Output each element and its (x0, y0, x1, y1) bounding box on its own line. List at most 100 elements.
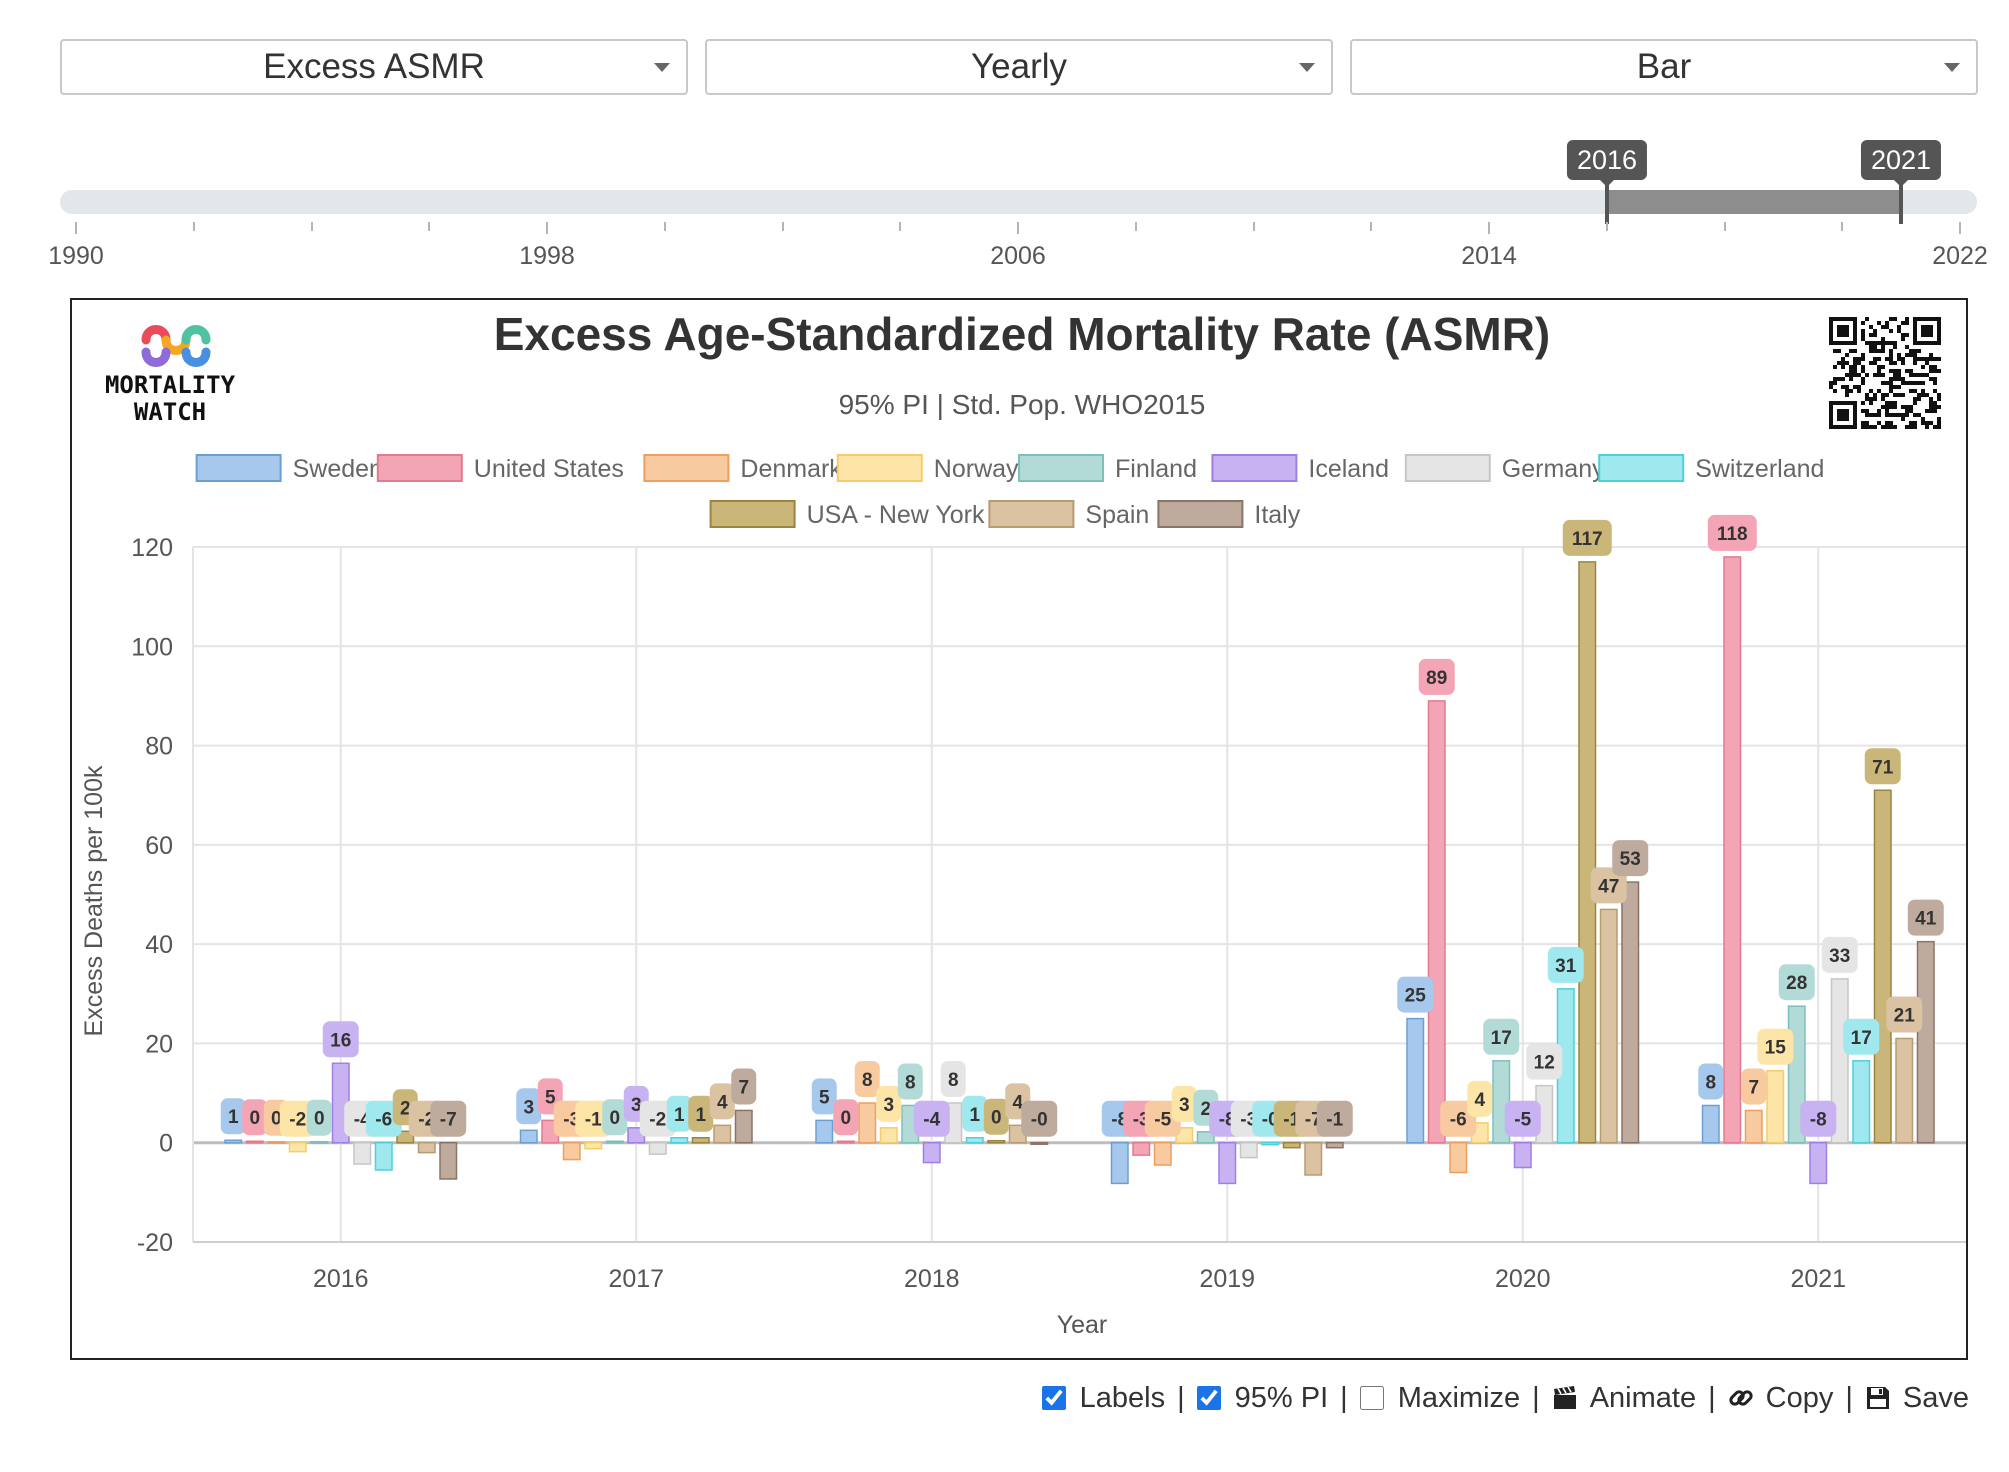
slider-tick (1841, 222, 1844, 231)
maximize-checkbox[interactable] (1359, 1386, 1384, 1410)
legend-swatch (376, 454, 463, 482)
qr-module (1901, 361, 1905, 365)
bar (562, 1141, 581, 1161)
qr-module (1893, 361, 1897, 365)
legend-item[interactable]: Italy (1157, 500, 1301, 529)
qr-module (1893, 393, 1897, 397)
qr-module (1885, 401, 1889, 405)
bar (1110, 1141, 1129, 1185)
qr-module (1881, 381, 1885, 385)
data-label-text: -4 (923, 1110, 940, 1131)
floppy-disk-icon (1866, 1387, 1889, 1409)
qr-module (1929, 377, 1933, 381)
slider-handle-end[interactable] (1899, 180, 1903, 224)
data-label-text: -6 (375, 1110, 392, 1131)
clapperboard-icon (1553, 1386, 1576, 1409)
data-label: 28 (1778, 964, 1815, 1001)
data-label: 1 (666, 1095, 692, 1132)
selected-year-range (1607, 190, 1901, 214)
legend-item[interactable]: Germany (1404, 454, 1605, 483)
qr-module (1897, 325, 1901, 329)
qr-module (1849, 349, 1853, 353)
data-label-text: 12 (1534, 1053, 1555, 1074)
data-label: 17 (1483, 1018, 1520, 1055)
qr-module (1881, 425, 1885, 429)
qr-module (1881, 345, 1885, 349)
qr-module (1909, 369, 1913, 373)
period-dropdown[interactable]: Yearly (705, 39, 1333, 95)
legend-item[interactable]: Sweden (195, 454, 383, 483)
bar (1744, 1109, 1763, 1144)
data-label-text: 89 (1426, 668, 1447, 689)
qr-module (1861, 337, 1865, 341)
data-label-text: 16 (330, 1030, 351, 1051)
data-label: 47 (1590, 867, 1627, 904)
legend-item[interactable]: Finland (1018, 454, 1197, 483)
pi-checkbox[interactable] (1196, 1386, 1221, 1410)
qr-module (1861, 357, 1865, 361)
y-tick-label: 100 (131, 633, 173, 661)
bar (734, 1109, 753, 1144)
qr-module (1889, 361, 1893, 365)
qr-module (1873, 349, 1877, 353)
qr-module (1857, 373, 1861, 377)
labels-toggle[interactable]: Labels (1041, 1382, 1165, 1415)
maximize-toggle[interactable]: Maximize (1359, 1382, 1520, 1415)
qr-module (1897, 369, 1901, 373)
qr-module (1865, 341, 1869, 345)
data-label-text: 2 (400, 1098, 411, 1119)
bar (519, 1129, 538, 1144)
animate-button[interactable]: Animate (1552, 1382, 1696, 1415)
qr-module (1833, 381, 1837, 385)
qr-module (1853, 349, 1857, 353)
slider-handle-start[interactable] (1605, 180, 1609, 224)
legend-item[interactable]: Switzerland (1598, 454, 1824, 483)
data-label: 89 (1418, 658, 1455, 695)
bar (374, 1141, 393, 1171)
legend-item[interactable]: Spain (988, 500, 1149, 529)
qr-module (1901, 333, 1905, 337)
legend-item[interactable]: Denmark (643, 454, 842, 483)
legend-item[interactable]: Norway (836, 454, 1019, 483)
qr-module (1905, 381, 1909, 385)
qr-module (1929, 357, 1933, 361)
bar (310, 1140, 329, 1144)
data-label-box (242, 1099, 268, 1136)
qr-module (1901, 337, 1905, 341)
data-label-box (1526, 1043, 1563, 1080)
qr-module (1833, 377, 1837, 381)
qr-module (1921, 365, 1925, 369)
labels-checkbox[interactable] (1041, 1386, 1066, 1410)
data-label-text: 1 (969, 1105, 980, 1126)
qr-module (1929, 369, 1933, 373)
legend-item[interactable]: United States (376, 454, 624, 483)
legend-label: Sweden (293, 455, 383, 483)
bar (965, 1137, 984, 1144)
data-label-text: 8 (905, 1072, 916, 1093)
pi-toggle[interactable]: 95% PI (1196, 1382, 1328, 1415)
bar (1599, 908, 1618, 1144)
legend-item[interactable]: USA - New York (709, 500, 985, 529)
qr-module (1857, 385, 1861, 389)
data-label-box (602, 1099, 628, 1136)
data-label-text: 7 (1748, 1077, 1759, 1098)
legend-label: Germany (1502, 455, 1605, 483)
qr-module (1877, 409, 1881, 413)
metric-dropdown[interactable]: Excess ASMR (60, 39, 688, 95)
copy-button[interactable]: Copy (1728, 1382, 1833, 1415)
qr-module (1889, 385, 1893, 389)
legend-label: Finland (1115, 455, 1197, 483)
qr-module (1889, 425, 1893, 429)
data-label-box (1907, 899, 1944, 936)
bar (584, 1141, 603, 1150)
data-label-text: 15 (1765, 1038, 1787, 1059)
legend-item[interactable]: Iceland (1211, 454, 1389, 483)
qr-module (1881, 405, 1885, 409)
qr-module (1873, 425, 1877, 429)
qr-module (1909, 409, 1913, 413)
save-button[interactable]: Save (1865, 1382, 1969, 1415)
data-label-text: 1 (228, 1107, 239, 1128)
qr-module (1829, 385, 1833, 389)
chart-type-dropdown[interactable]: Bar (1350, 39, 1978, 95)
qr-module (1861, 369, 1865, 373)
